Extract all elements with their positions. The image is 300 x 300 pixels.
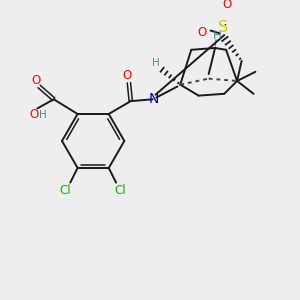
Text: O: O <box>32 74 41 87</box>
Text: H: H <box>212 28 221 42</box>
Text: O: O <box>29 108 38 122</box>
Text: Cl: Cl <box>60 184 71 197</box>
Text: Cl: Cl <box>115 184 127 197</box>
Text: O: O <box>222 0 232 11</box>
Text: N: N <box>148 92 159 106</box>
Text: S: S <box>218 20 228 35</box>
Text: O: O <box>122 69 132 82</box>
Text: O: O <box>198 26 207 39</box>
Text: H: H <box>39 110 46 120</box>
Text: H: H <box>152 58 159 68</box>
